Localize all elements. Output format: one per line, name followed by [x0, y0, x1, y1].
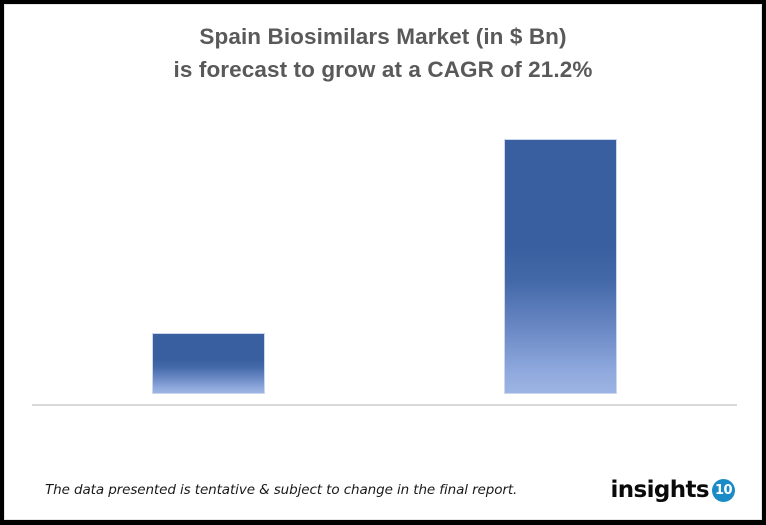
bar-2022[interactable]	[153, 334, 264, 393]
brand-badge-icon: 10	[712, 478, 735, 502]
chart-title-line-2: is forecast to grow at a CAGR of 21.2%	[173, 56, 593, 82]
insights10-logo: insights 10	[610, 477, 735, 503]
chart-plot-area: 0.4 2022 1.7 2030F	[5, 5, 761, 519]
x-axis-line	[32, 404, 737, 406]
brand-wordmark: insights	[610, 477, 709, 503]
chart-title-line-1: Spain Biosimilars Market (in $ Bn)	[199, 24, 567, 49]
bar-2030f[interactable]	[505, 140, 616, 393]
slide-canvas: Spain Biosimilars Market (in $ Bn) is fo…	[4, 4, 762, 520]
disclaimer-text: The data presented is tentative & subjec…	[45, 482, 518, 498]
chart-title: Spain Biosimilars Market (in $ Bn) is fo…	[5, 21, 761, 86]
